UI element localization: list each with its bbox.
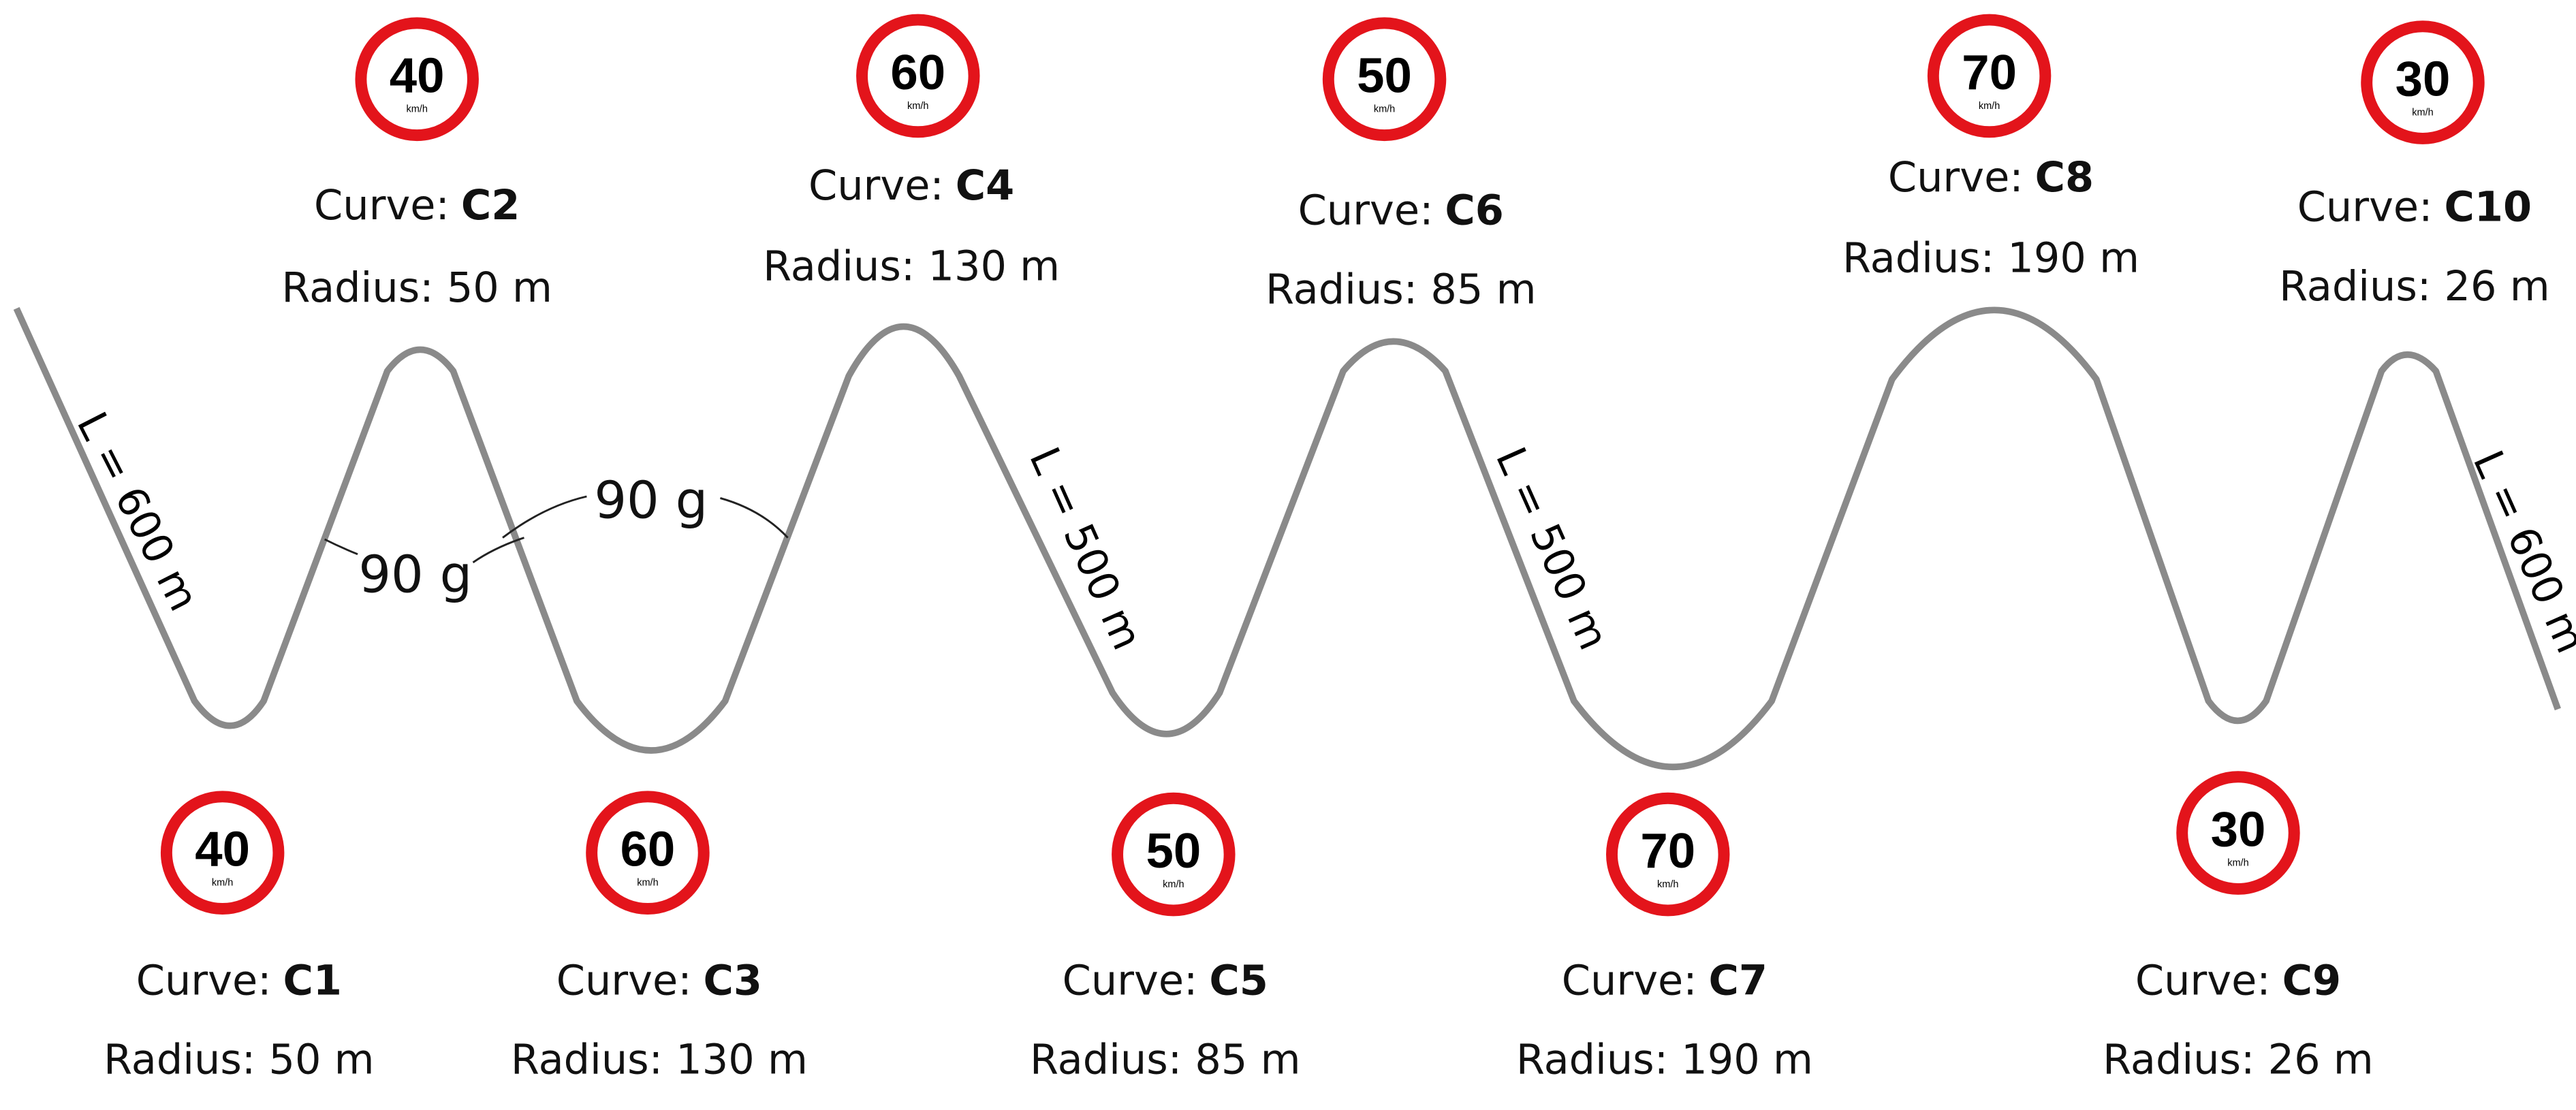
sign-speed: 50 (1357, 48, 1412, 104)
sign-ring (1927, 14, 2052, 138)
sign-speed: 70 (1640, 823, 1695, 878)
curve-radius: Radius: 190 m (1842, 235, 2139, 283)
curve-id: C10 (2444, 184, 2532, 232)
sign-speed: 30 (2396, 51, 2451, 106)
sign-unit: km/h (637, 878, 658, 889)
sign-unit: km/h (907, 101, 928, 112)
curve-title: Curve: C9 (2135, 957, 2341, 1004)
sign-speed: 30 (2211, 802, 2266, 857)
curve-title: Curve: C2 (314, 182, 520, 229)
curve-title: Curve: C3 (556, 957, 762, 1004)
curve-id: C1 (283, 957, 341, 1004)
curve-title: Curve: C6 (1298, 187, 1504, 234)
curve-label: Curve: (2297, 184, 2433, 232)
sign-ring (1606, 792, 1730, 917)
curve-label: Curve: (314, 182, 450, 229)
curve-radius: Radius: 50 m (104, 1036, 375, 1084)
curve-id: C6 (1445, 187, 1503, 234)
curve-id: C4 (956, 162, 1014, 210)
curve-label: Curve: (808, 162, 944, 210)
sign-speed: 70 (1962, 45, 2017, 100)
curve-label: Curve: (1063, 957, 1198, 1004)
curve-title: Curve: C8 (1888, 154, 2094, 202)
curve-id: C9 (2282, 957, 2341, 1004)
sign-ring (1322, 17, 1447, 142)
sign-unit: km/h (406, 104, 427, 115)
curve-id: C3 (704, 957, 762, 1004)
sign-speed: 50 (1146, 823, 1201, 878)
sign-ring (586, 791, 710, 915)
sign-unit: km/h (1657, 879, 1678, 890)
curve-title: Curve: C7 (1562, 957, 1768, 1004)
sign-unit: km/h (212, 878, 233, 889)
curve-id: C7 (1709, 957, 1768, 1004)
angle-label: 90 g (358, 544, 472, 604)
curve-radius: Radius: 130 m (511, 1036, 808, 1084)
sign-unit: km/h (1374, 104, 1395, 115)
sign-unit: km/h (1979, 101, 2000, 112)
curve-label: Curve: (1562, 957, 1697, 1004)
road (13, 306, 2561, 770)
curve-radius: Radius: 190 m (1516, 1036, 1813, 1084)
angle-leader (324, 495, 789, 564)
sign-speed: 40 (390, 48, 445, 104)
segment-length: L = 500 m (1486, 441, 1618, 657)
curve-title: Curve: C10 (2297, 184, 2532, 232)
sign-speed: 60 (621, 822, 676, 877)
curve-id: C2 (461, 182, 520, 229)
curve-radius: Radius: 26 m (2103, 1036, 2374, 1084)
curve-label: Curve: (1298, 187, 1434, 234)
curve-title: Curve: C1 (136, 957, 342, 1004)
curve-label: Curve: (1888, 154, 2024, 202)
sign-speed: 60 (890, 45, 945, 100)
sign-ring (160, 791, 285, 915)
curve-label: Curve: (556, 957, 692, 1004)
sign-unit: km/h (2412, 108, 2433, 118)
curve-radius: Radius: 85 m (1030, 1036, 1301, 1084)
curve-radius: Radius: 130 m (763, 243, 1060, 291)
curve-radius: Radius: 26 m (2279, 263, 2550, 311)
sign-unit: km/h (2227, 858, 2248, 869)
sign-speed: 40 (195, 822, 250, 877)
curve-title: Curve: C4 (808, 162, 1014, 210)
curve-radius: Radius: 50 m (281, 264, 552, 312)
speed-sign: 30 km/h (2361, 20, 2485, 144)
sign-unit: km/h (1163, 879, 1184, 890)
segment-length: L = 600 m (2464, 444, 2576, 661)
sign-ring (355, 17, 479, 142)
segment-length: L = 600 m (67, 405, 208, 618)
curve-title: Curve: C5 (1063, 957, 1268, 1004)
sign-ring (856, 14, 980, 138)
sign-ring (1112, 792, 1236, 917)
angle-label: 90 g (594, 470, 708, 530)
curve-label: Curve: (2135, 957, 2271, 1004)
curve-id: C5 (1209, 957, 1268, 1004)
sign-ring (2361, 20, 2485, 144)
sign-ring (2176, 771, 2300, 895)
curve-label: Curve: (136, 957, 272, 1004)
curve-id: C8 (2035, 154, 2094, 202)
curve-radius: Radius: 85 m (1266, 266, 1537, 314)
